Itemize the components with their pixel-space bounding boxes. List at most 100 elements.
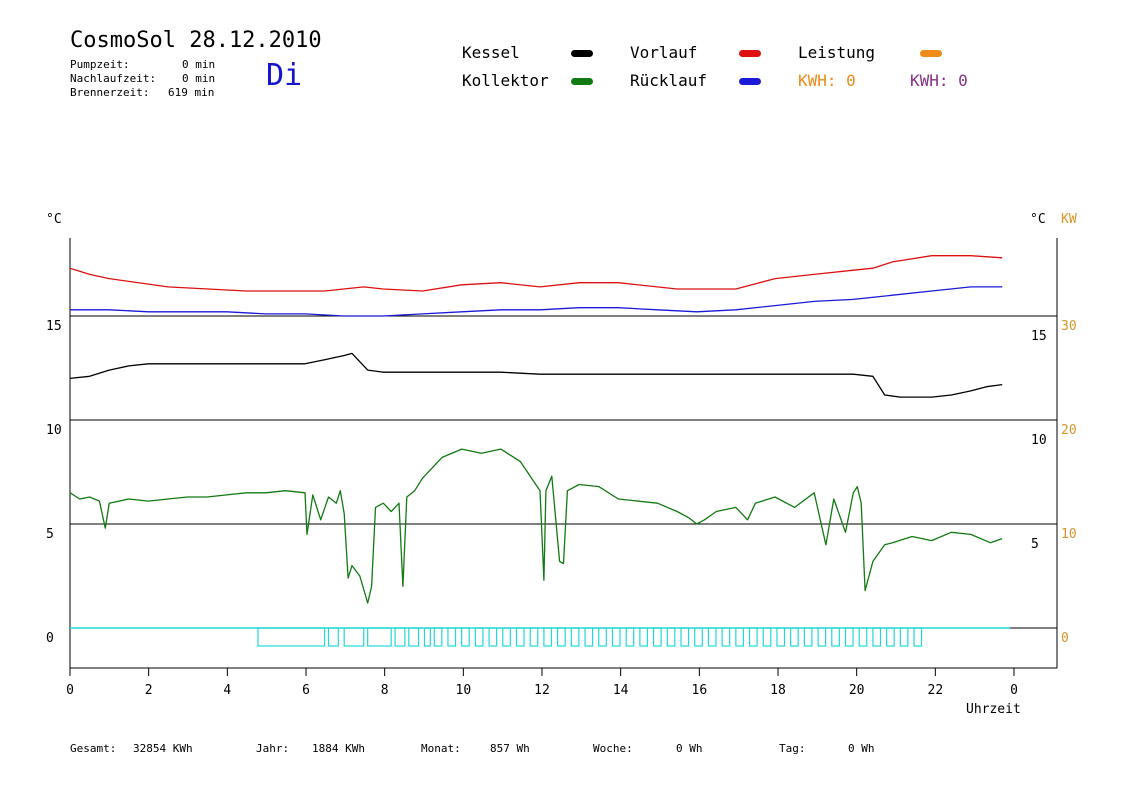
pump-interval [474,627,484,647]
pump-interval [652,627,662,647]
stat-brennerzeit-label: Brennerzeit: [70,86,150,99]
x-tick-label: 2 [145,683,153,698]
right-tick-label: 5 [1031,537,1039,552]
x-tick-label: 0 [66,683,74,698]
footer-gesamt-value: 32854 KWh [133,742,193,755]
x-tick-label: 8 [381,683,389,698]
pump-interval [886,627,895,647]
left-tick-label: 0 [46,631,54,646]
x-tick-label: 4 [223,683,231,698]
pump-interval [502,627,511,647]
kw-tick-label: 0 [1061,631,1069,646]
pump-interval [433,627,443,647]
left-axis-unit: °C [46,212,62,227]
kw-axis-unit: KW [1061,212,1077,227]
legend-leistung-swatch [920,50,942,57]
kw-tick-label: 20 [1061,423,1077,438]
pump-interval [721,627,731,647]
legend-kessel-swatch [571,50,593,57]
pump-interval [872,627,882,647]
stat-nachlaufzeit-value: 0 min [182,72,216,85]
legend-kessel-label: Kessel [462,43,520,62]
legend-ruecklauf-swatch [739,78,761,85]
footer-tag-label: Tag: [779,742,806,755]
x-tick-label: 6 [302,683,310,698]
pump-interval [762,627,772,647]
pump-interval [394,627,406,647]
legend-ruecklauf-label: Rücklauf [630,71,708,90]
pump-interval [543,627,553,647]
footer-gesamt-label: Gesamt: [70,742,117,755]
pump-interval [790,627,799,647]
x-tick-label: 12 [534,683,550,698]
stat-pumpzeit-label: Pumpzeit: [70,58,130,71]
footer-monat-label: Monat: [421,742,461,755]
stat-brennerzeit-value: 619 min [168,86,215,99]
x-tick-label: 0 [1010,683,1018,698]
series-line-rcklauf [70,286,1003,317]
page-title: CosmoSol 28.12.2010 [70,28,322,53]
legend-kwh-second: KWH: 0 [910,71,968,90]
x-axis-label: Uhrzeit [966,702,1021,717]
series-line-kollektor [69,448,1003,604]
pump-interval [776,627,786,647]
series-line-vorlauf [69,255,1003,292]
legend-leistung-label: Leistung [798,43,876,62]
pump-interval [748,627,758,647]
right-tick-label: 10 [1031,433,1047,448]
legend-vorlauf-label: Vorlauf [630,43,698,62]
right-tick-label: 15 [1031,329,1047,344]
pump-interval [844,627,854,647]
legend-kollektor-label: Kollektor [462,71,549,90]
pump-interval [408,627,420,647]
x-tick-label: 20 [849,683,865,698]
pump-interval [570,627,580,647]
pump-interval [447,627,457,647]
pump-interval [707,627,717,647]
left-tick-label: 15 [46,319,62,334]
pump-interval [584,627,594,647]
legend-kwh-leistung: KWH: 0 [798,71,856,90]
pump-interval [831,627,840,647]
right-axis-unit: °C [1030,212,1046,227]
stat-nachlaufzeit-label: Nachlaufzeit: [70,72,157,85]
pump-interval [515,627,525,647]
pump-interval [817,627,827,647]
x-tick-label: 22 [928,683,944,698]
x-tick-label: 16 [692,683,708,698]
pump-interval [257,627,326,647]
footer-woche-value: 0 Wh [676,742,703,755]
pump-interval [598,627,607,647]
pump-interval [343,627,365,647]
pump-interval [423,627,431,647]
x-tick-label: 18 [770,683,786,698]
pump-interval [913,627,923,647]
x-tick-label: 10 [456,683,472,698]
pump-interval [639,627,649,647]
pump-interval [625,627,635,647]
pump-interval [557,627,566,647]
footer-woche-label: Woche: [593,742,633,755]
kw-tick-label: 10 [1061,527,1077,542]
legend-vorlauf-swatch [739,50,761,57]
pump-interval [858,627,868,647]
x-tick-label: 14 [613,683,629,698]
pump-interval [611,627,621,647]
kw-tick-label: 30 [1061,319,1077,334]
pump-interval [899,627,909,647]
footer-jahr-label: Jahr: [256,742,290,755]
legend-kollektor-swatch [571,78,593,85]
pump-interval [529,627,539,647]
left-tick-label: 5 [46,527,54,542]
stat-pumpzeit-value: 0 min [182,58,216,71]
pump-interval [680,627,690,647]
pump-interval [461,627,470,647]
footer-tag-value: 0 Wh [848,742,875,755]
footer-monat-value: 857 Wh [490,742,530,755]
pump-interval [488,627,498,647]
footer-jahr-value: 1884 KWh [312,742,365,755]
pump-interval [735,627,744,647]
left-tick-label: 10 [46,423,62,438]
pump-interval [327,627,339,647]
